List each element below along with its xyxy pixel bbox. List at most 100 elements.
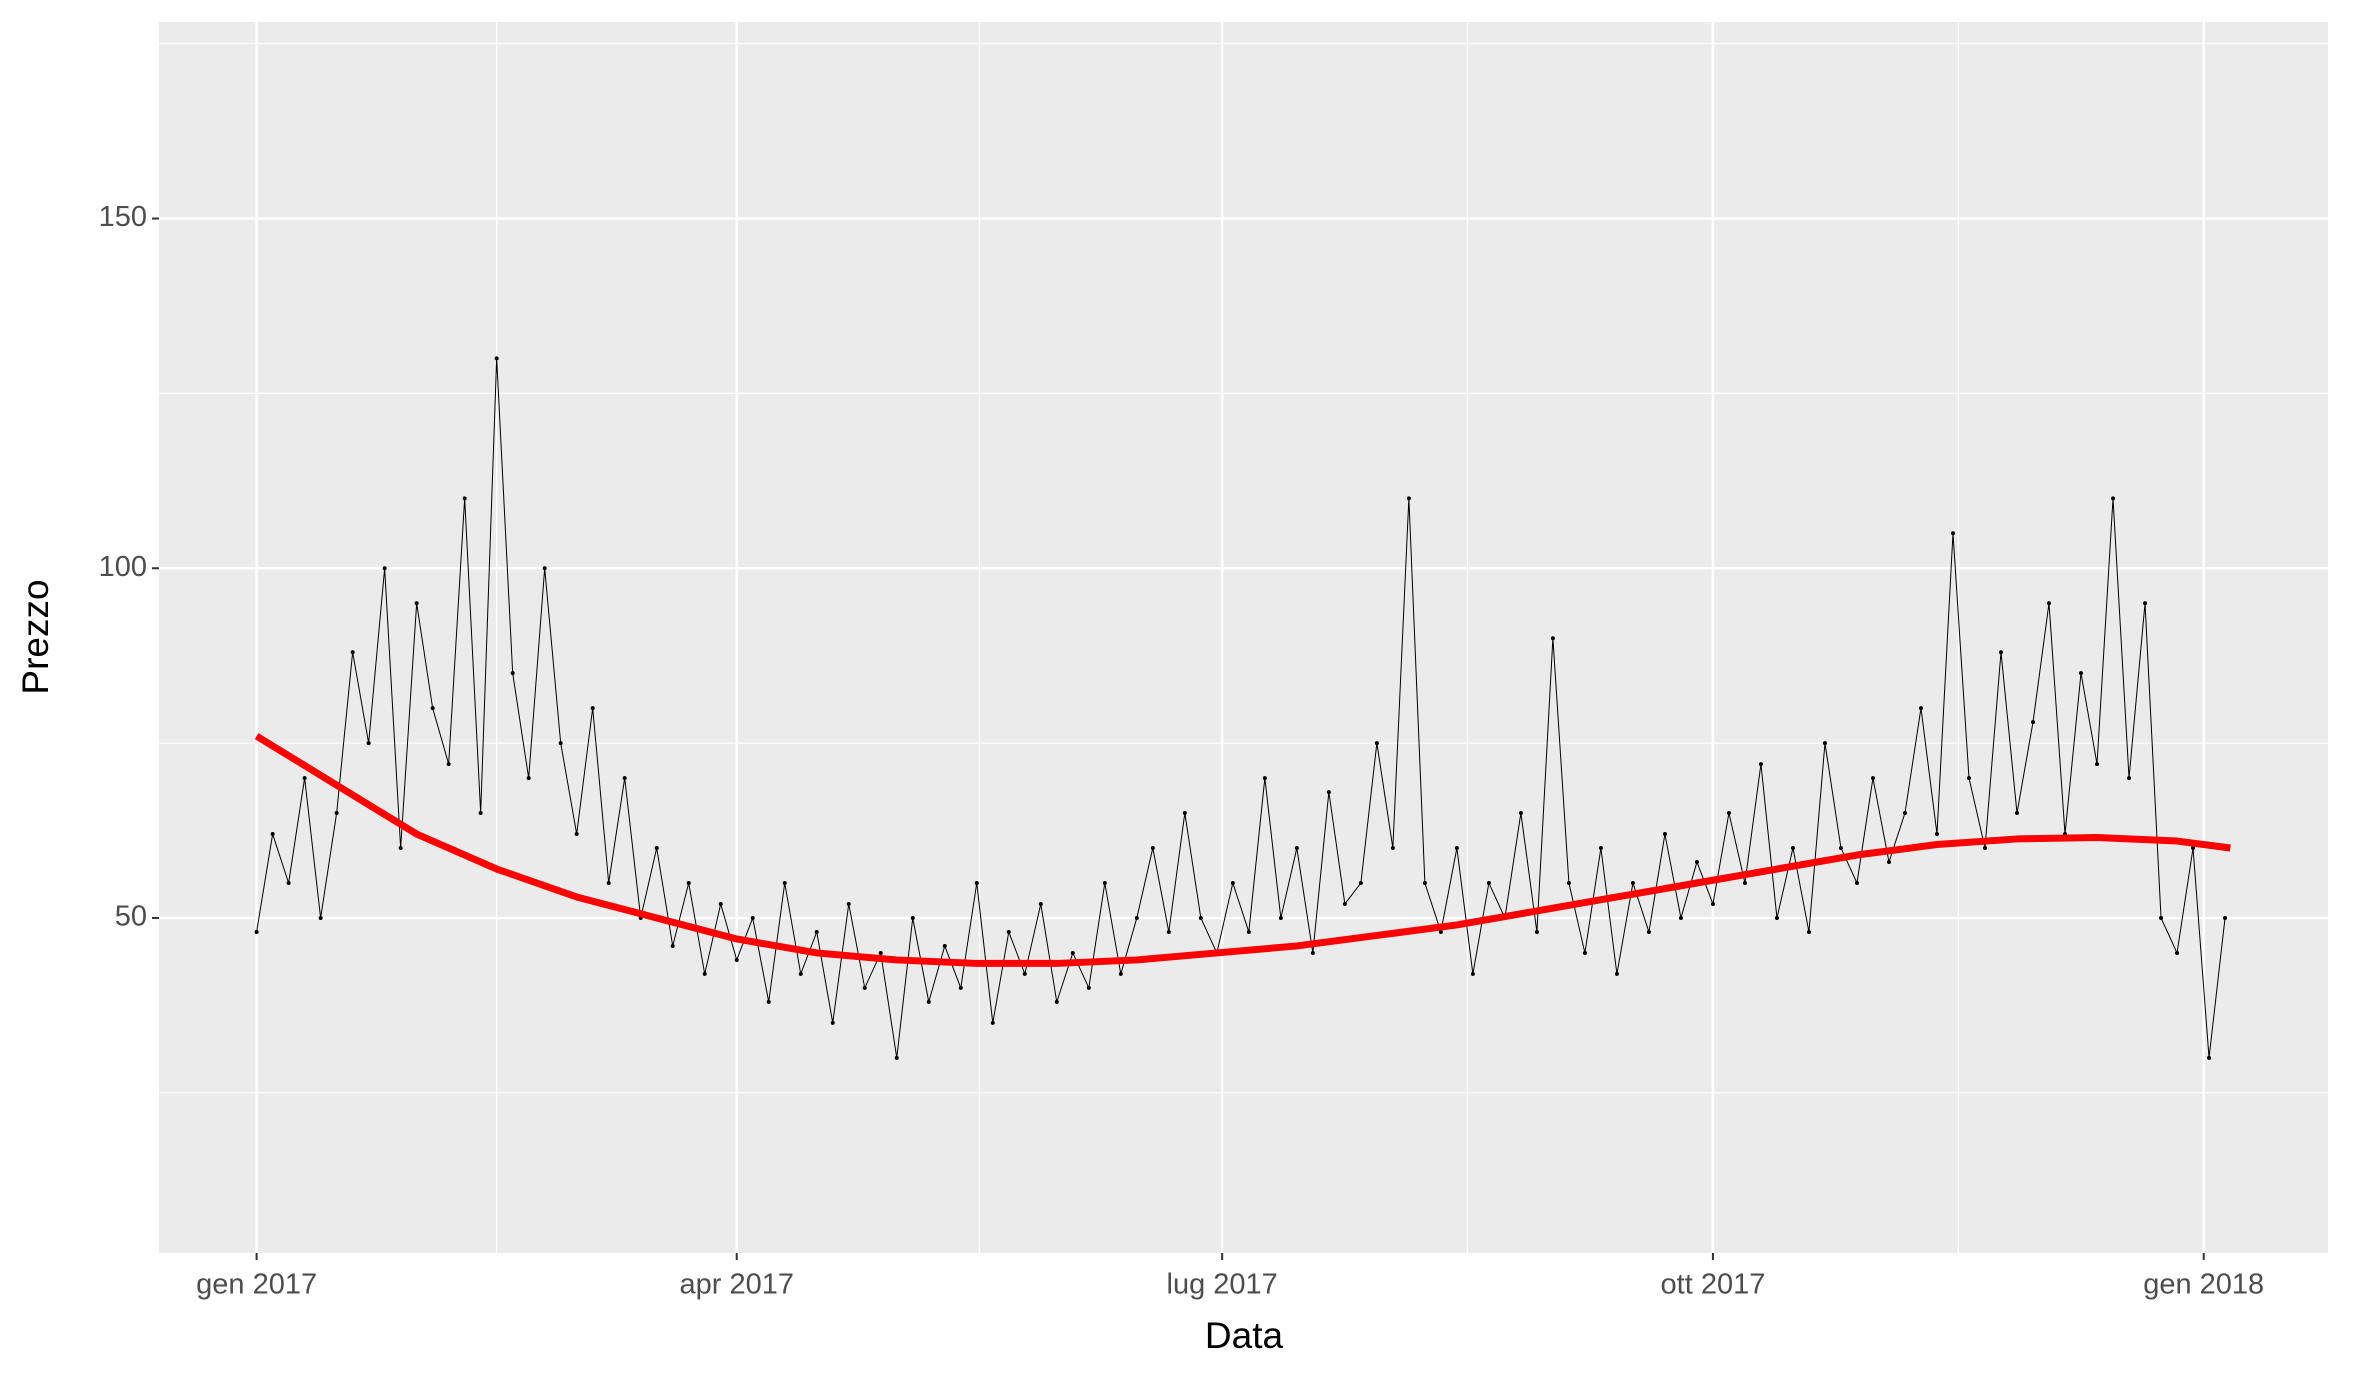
price-point — [254, 929, 259, 934]
price-point — [654, 846, 659, 851]
price-point — [1486, 881, 1491, 886]
price-point — [286, 881, 291, 886]
price-point — [1582, 950, 1587, 955]
price-point — [2014, 811, 2019, 816]
price-point — [718, 901, 723, 906]
price-point — [1854, 881, 1859, 886]
y-tick-label: 100 — [99, 551, 147, 583]
price-point — [1998, 650, 2003, 655]
price-point — [1086, 985, 1091, 990]
price-point — [1838, 846, 1843, 851]
price-point — [1134, 915, 1139, 920]
x-tick-label: ott 2017 — [1661, 1269, 1766, 1301]
price-point — [1326, 790, 1331, 795]
x-tick-label: gen 2017 — [196, 1269, 317, 1301]
price-point — [766, 999, 771, 1004]
price-point — [2175, 950, 2180, 955]
price-point — [2111, 496, 2116, 501]
price-point — [1662, 832, 1667, 837]
price-point — [1678, 915, 1683, 920]
price-point — [398, 846, 403, 851]
y-axis-title: Prezzo — [15, 579, 56, 694]
x-tick-label: apr 2017 — [679, 1269, 794, 1301]
price-point — [1246, 929, 1251, 934]
price-point — [814, 929, 819, 934]
price-point — [2223, 915, 2228, 920]
price-point — [1790, 846, 1795, 851]
price-point — [926, 999, 931, 1004]
price-point — [1566, 881, 1571, 886]
price-point — [1374, 741, 1379, 746]
price-point — [1726, 811, 1731, 816]
price-point — [1406, 496, 1411, 501]
price-point — [1454, 846, 1459, 851]
price-point — [686, 881, 691, 886]
price-point — [782, 881, 787, 886]
price-point — [2047, 601, 2052, 606]
price-point — [1934, 832, 1939, 837]
price-point — [1918, 706, 1923, 711]
x-tick-label: gen 2018 — [2143, 1269, 2264, 1301]
price-point — [750, 915, 755, 920]
price-point — [318, 915, 323, 920]
price-point — [510, 671, 515, 676]
price-point — [958, 985, 963, 990]
price-point — [366, 741, 371, 746]
price-point — [2159, 915, 2164, 920]
x-axis-title: Data — [1205, 1315, 1284, 1356]
price-point — [846, 901, 851, 906]
price-point — [1054, 999, 1059, 1004]
price-point — [910, 915, 915, 920]
price-point — [878, 950, 883, 955]
price-point — [1614, 971, 1619, 976]
price-point — [302, 776, 307, 781]
price-point — [1198, 915, 1203, 920]
price-point — [1294, 846, 1299, 851]
price-point — [1742, 881, 1747, 886]
price-point — [990, 1020, 995, 1025]
smooth-line — [254, 733, 2231, 967]
price-point — [1902, 811, 1907, 816]
price-line — [256, 358, 2226, 1058]
price-point — [1038, 901, 1043, 906]
panel — [159, 22, 2328, 1253]
price-point — [1694, 860, 1699, 865]
price-point — [1278, 915, 1283, 920]
y-tick-label: 50 — [115, 901, 147, 933]
price-point — [1630, 881, 1635, 886]
price-point — [2095, 762, 2100, 767]
price-point — [1870, 776, 1875, 781]
price-point — [590, 706, 595, 711]
price-point — [2031, 720, 2036, 725]
price-point — [1022, 971, 1027, 976]
price-point — [1534, 929, 1539, 934]
y-tick-label: 150 — [99, 201, 147, 233]
price-point — [1822, 741, 1827, 746]
price-point — [1806, 929, 1811, 934]
price-point — [414, 601, 419, 606]
price-point — [494, 356, 499, 361]
price-point — [1950, 531, 1955, 536]
price-point — [334, 811, 339, 816]
price-point — [1230, 881, 1235, 886]
price-point — [2143, 601, 2148, 606]
price-point — [1070, 950, 1075, 955]
price-point — [1886, 860, 1891, 865]
price-point — [1102, 881, 1107, 886]
price-point — [1598, 846, 1603, 851]
x-tick-label: lug 2017 — [1167, 1269, 1278, 1301]
price-point — [382, 566, 387, 571]
price-point — [702, 971, 707, 976]
price-point — [446, 762, 451, 767]
price-point — [798, 971, 803, 976]
price-point — [1470, 971, 1475, 976]
price-point — [2127, 776, 2132, 781]
price-point — [542, 566, 547, 571]
price-point — [1358, 881, 1363, 886]
price-point — [1182, 811, 1187, 816]
price-point — [1774, 915, 1779, 920]
price-point — [1118, 971, 1123, 976]
price-point — [1422, 881, 1427, 886]
price-point — [2207, 1055, 2212, 1060]
